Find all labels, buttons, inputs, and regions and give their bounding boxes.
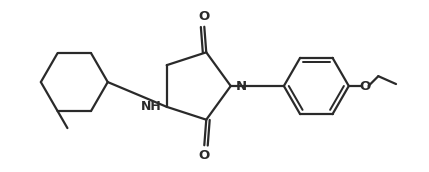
Text: O: O [199, 10, 210, 23]
Text: NH: NH [141, 100, 162, 113]
Text: N: N [236, 79, 247, 93]
Text: O: O [199, 149, 210, 162]
Text: O: O [359, 79, 370, 93]
